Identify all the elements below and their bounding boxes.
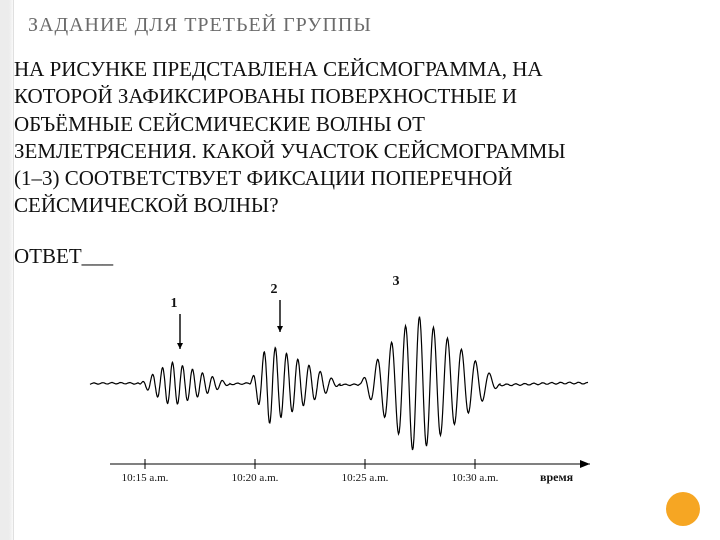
seismogram-figure: 12310:15 a.m.10:20 a.m.10:25 a.m.10:30 a… — [80, 294, 610, 514]
accent-dot-icon — [666, 492, 700, 526]
slide: ЗАДАНИЕ ДЛЯ ТРЕТЬЕЙ ГРУППЫ НА РИСУНКЕ ПР… — [0, 0, 720, 540]
time-tick-label: 10:25 a.m. — [342, 472, 389, 484]
time-tick-label: 10:15 a.m. — [122, 472, 169, 484]
marker-arrowhead — [177, 343, 183, 349]
wave-marker-label: 3 — [393, 274, 400, 290]
time-axis-label: время — [540, 470, 573, 485]
time-tick-label: 10:20 a.m. — [232, 472, 279, 484]
answer-label: ОТВЕТ___ — [14, 244, 113, 269]
time-tick-label: 10:30 a.m. — [452, 472, 499, 484]
wave-marker-label: 1 — [171, 296, 178, 312]
seismogram-trace — [90, 317, 588, 450]
time-axis-arrowhead — [580, 460, 590, 468]
slide-title: ЗАДАНИЕ ДЛЯ ТРЕТЬЕЙ ГРУППЫ — [28, 14, 372, 37]
left-accent-bar — [0, 0, 14, 540]
question-text: НА РИСУНКЕ ПРЕДСТАВЛЕНА СЕЙСМОГРАММА, НА… — [14, 56, 574, 220]
marker-arrowhead — [277, 326, 283, 332]
wave-marker-label: 2 — [271, 282, 278, 298]
